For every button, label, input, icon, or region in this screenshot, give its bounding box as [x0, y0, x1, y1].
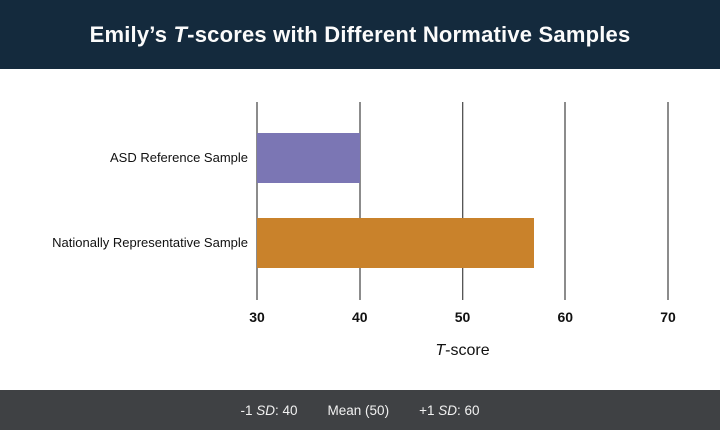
chart-title-bar: Emily’s T-scores with Different Normativ… — [0, 0, 720, 69]
bar-asd-reference-sample — [257, 133, 360, 183]
x-axis-ticks: 30 40 50 60 70 — [249, 309, 676, 327]
stat-mean-text: Mean (50) — [327, 402, 390, 418]
stat-plus-1sd-prefix: +1 — [419, 402, 439, 418]
gridline — [358, 102, 361, 300]
stat-minus-1sd-prefix: -1 — [240, 402, 257, 418]
x-axis-title-italic-t: T — [435, 342, 446, 359]
category-label-nationally-representative-sample: Nationally Representative Sample — [52, 235, 248, 250]
stat-mean: Mean (50) — [328, 403, 390, 418]
chart-title: Emily’s T-scores with Different Normativ… — [90, 22, 631, 48]
stat-minus-1sd-suffix: : 40 — [275, 402, 298, 418]
gridline — [667, 102, 669, 300]
x-tick-label: 60 — [557, 309, 574, 325]
chart-title-suffix: -scores with Different Normative Samples — [187, 21, 631, 47]
stat-plus-1sd: +1 SD: 60 — [419, 403, 479, 418]
x-axis-title: T-score — [257, 342, 668, 360]
x-tick-label: 30 — [249, 309, 265, 325]
chart-title-italic-t: T — [173, 21, 188, 47]
x-tick-label: 40 — [351, 309, 368, 325]
bar-nationally-representative-sample — [257, 218, 535, 268]
x-tick-label: 50 — [454, 309, 471, 325]
chart-title-prefix: Emily’s — [89, 21, 174, 47]
stat-minus-1sd: -1 SD: 40 — [240, 403, 297, 418]
category-label-asd-reference-sample: ASD Reference Sample — [109, 150, 248, 165]
stat-plus-1sd-suffix: : 60 — [456, 402, 480, 418]
gridline — [564, 102, 567, 300]
mean-gridline — [461, 102, 464, 300]
plot-area — [256, 102, 669, 300]
gridline — [256, 102, 258, 300]
footer-stats-bar: -1 SD: 40 Mean (50) +1 SD: 60 — [0, 390, 720, 430]
x-tick-label: 70 — [660, 309, 676, 325]
x-axis-title-suffix: -score — [445, 342, 490, 359]
stat-plus-1sd-italic: SD — [438, 402, 457, 418]
stat-minus-1sd-italic: SD — [256, 402, 275, 418]
